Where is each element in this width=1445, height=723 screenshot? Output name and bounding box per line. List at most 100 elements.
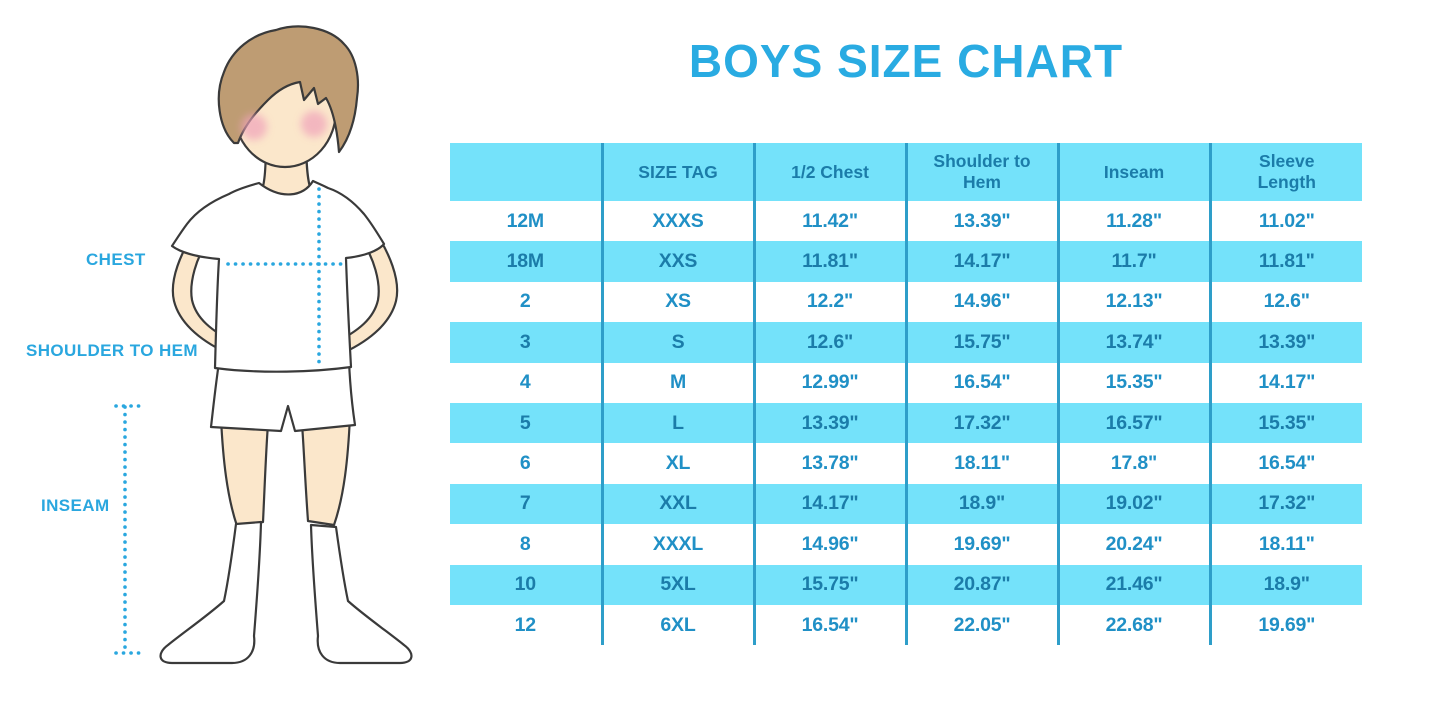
measurement-cell: 20.24" [1058, 524, 1212, 565]
shoulder-to-hem-label: SHOULDER TO HEM [26, 341, 198, 360]
measurement-cell: 17.8" [1058, 443, 1212, 484]
measurement-cell: 12.13" [1058, 281, 1212, 323]
measurement-cell: 12.6" [754, 322, 908, 363]
table-row: 10 5XL 15.75" 20.87" 21.46" 18.9" [450, 564, 1362, 605]
column-header: SIZE TAG [602, 143, 756, 201]
measurement-cell: 13.39" [754, 402, 908, 444]
column-header: Sleeve Length [1210, 143, 1362, 201]
table-row: 7 XXL 14.17" 18.9" 19.02" 17.32" [450, 483, 1362, 525]
measurement-cell: 14.17" [1258, 371, 1316, 394]
measurement-cell: 15.75" [906, 322, 1060, 363]
measurement-cell: 18.11" [906, 443, 1060, 484]
size-cell: 7 [450, 483, 604, 525]
measurement-cell: 14.96" [754, 524, 908, 565]
column-header-label: Shoulder to Hem [933, 151, 1031, 192]
size-cell: 3 [450, 322, 604, 363]
size-table-head: SIZE TAG 1/2 Chest Shoulder to Hem Inseam Sl… [450, 143, 1362, 201]
measurement-cell: 22.05" [906, 604, 1060, 646]
table-row: 6 XL 13.78" 18.11" 17.8" 16.54" [450, 443, 1362, 484]
measurement-cell: 11.81" [754, 241, 908, 282]
boy-left-sock [159, 520, 263, 665]
measurement-cell: 16.54" [906, 362, 1060, 403]
measurement-cell: L [602, 402, 756, 444]
measurement-cell: 11.7" [1058, 241, 1212, 282]
size-cell: 6 [450, 443, 604, 484]
measurement-cell: 13.74" [1058, 322, 1212, 363]
size-cell: 5 [450, 402, 604, 444]
table-row: 12M XXXS 11.42" 13.39" 11.28" 11.02" [450, 201, 1362, 242]
measurement-cell: 17.32" [1258, 492, 1316, 515]
measurement-cell: 16.54" [754, 604, 908, 646]
column-header: Inseam [1058, 143, 1212, 201]
measurement-cell: 15.75" [754, 564, 908, 605]
measurement-cell: XS [602, 281, 756, 323]
measurement-cell: 11.81" [1258, 250, 1315, 273]
measurement-cell: 17.32" [906, 402, 1060, 444]
column-header-label: SIZE TAG [638, 161, 718, 182]
measurement-cell: 13.39" [906, 201, 1060, 242]
size-cell: 18M [450, 241, 604, 282]
table-row: 4 M 12.99" 16.54" 15.35" 14.17" [450, 362, 1362, 403]
boy-tshirt [170, 179, 386, 373]
measurement-figure: CHEST SHOULDER TO HEM INSEAM [0, 0, 450, 723]
table-row: 3 S 12.6" 15.75" 13.74" 13.39" [450, 322, 1362, 363]
measurement-cell: XXL [602, 483, 756, 525]
measurement-cell: 13.78" [754, 443, 908, 484]
measurement-cell: 20.87" [906, 564, 1060, 605]
measurement-cell: 5XL [602, 564, 756, 605]
page-title: BOYS SIZE CHART [688, 35, 1124, 87]
size-table: SIZE TAG 1/2 Chest Shoulder to Hem Inseam Sl… [450, 143, 1362, 646]
measurement-cell: 18.9" [1263, 573, 1310, 596]
measurement-cell: 13.39" [1258, 330, 1316, 353]
measurement-cell: 19.02" [1058, 483, 1212, 525]
measurement-cell: 11.02" [1258, 209, 1315, 232]
measurement-cell: 14.17" [906, 241, 1060, 282]
boy-right-sock [309, 523, 413, 665]
measurement-cell: 14.17" [754, 483, 908, 525]
measurement-cell: 12.2" [754, 281, 908, 323]
measurement-cell: 16.54" [1258, 452, 1316, 475]
measurement-cell: M [602, 362, 756, 403]
boy-illustration [114, 25, 413, 665]
size-cell: 4 [450, 362, 604, 403]
measurement-cell: 19.69" [906, 524, 1060, 565]
size-cell: 8 [450, 524, 604, 565]
boy-shorts [209, 359, 357, 433]
boy-right-leg [300, 414, 352, 527]
measurement-cell: 21.46" [1058, 564, 1212, 605]
measurement-cell: 12.99" [754, 362, 908, 403]
measurement-cell: XXXL [602, 524, 756, 565]
size-cell: 12M [450, 201, 604, 242]
table-row: 8 XXXL 14.96" 19.69" 20.24" 18.11" [450, 524, 1362, 565]
measurement-cell: S [602, 322, 756, 363]
measurement-cell: 15.35" [1058, 362, 1212, 403]
boy-hair [217, 25, 360, 154]
measurement-cell: 15.35" [1258, 411, 1316, 434]
inseam-label: INSEAM [41, 496, 110, 515]
measurement-cell: 16.57" [1058, 402, 1212, 444]
measurement-cell: 11.28" [1058, 201, 1212, 242]
boy-left-leg [219, 416, 270, 528]
boy-left-blush [241, 114, 267, 140]
column-header: Shoulder to Hem [906, 143, 1060, 201]
boy-right-blush [301, 111, 327, 137]
table-row: 18M XXS 11.81" 14.17" 11.7" 11.81" [450, 241, 1362, 282]
size-table-header-row: SIZE TAG 1/2 Chest Shoulder to Hem Inseam Sl… [450, 143, 1362, 201]
size-table-body: 12M XXXS 11.42" 13.39" 11.28" 11.02" 18M XXS 11.… [450, 201, 1362, 646]
measurement-cell: XL [602, 443, 756, 484]
column-header-label: Sleeve Length [1257, 151, 1316, 192]
chart-pane: BOYS SIZE CHART SIZE TAG 1/2 Chest Shoulde… [450, 0, 1362, 723]
measurement-cell: 6XL [602, 604, 756, 646]
measurement-cell: 14.96" [906, 281, 1060, 323]
measurement-cell: 19.69" [1258, 613, 1316, 636]
measurement-cell: 11.42" [754, 201, 908, 242]
table-row: 5 L 13.39" 17.32" 16.57" 15.35" [450, 402, 1362, 444]
column-header: 1/2 Chest [754, 143, 908, 201]
size-cell: 12 [450, 604, 604, 646]
table-row: 2 XS 12.2" 14.96" 12.13" 12.6" [450, 281, 1362, 323]
measurement-cell: 22.68" [1058, 604, 1212, 646]
column-header-label: 1/2 Chest [791, 161, 869, 182]
table-row: 12 6XL 16.54" 22.05" 22.68" 19.69" [450, 604, 1362, 646]
measurement-cell: XXXS [602, 201, 756, 242]
